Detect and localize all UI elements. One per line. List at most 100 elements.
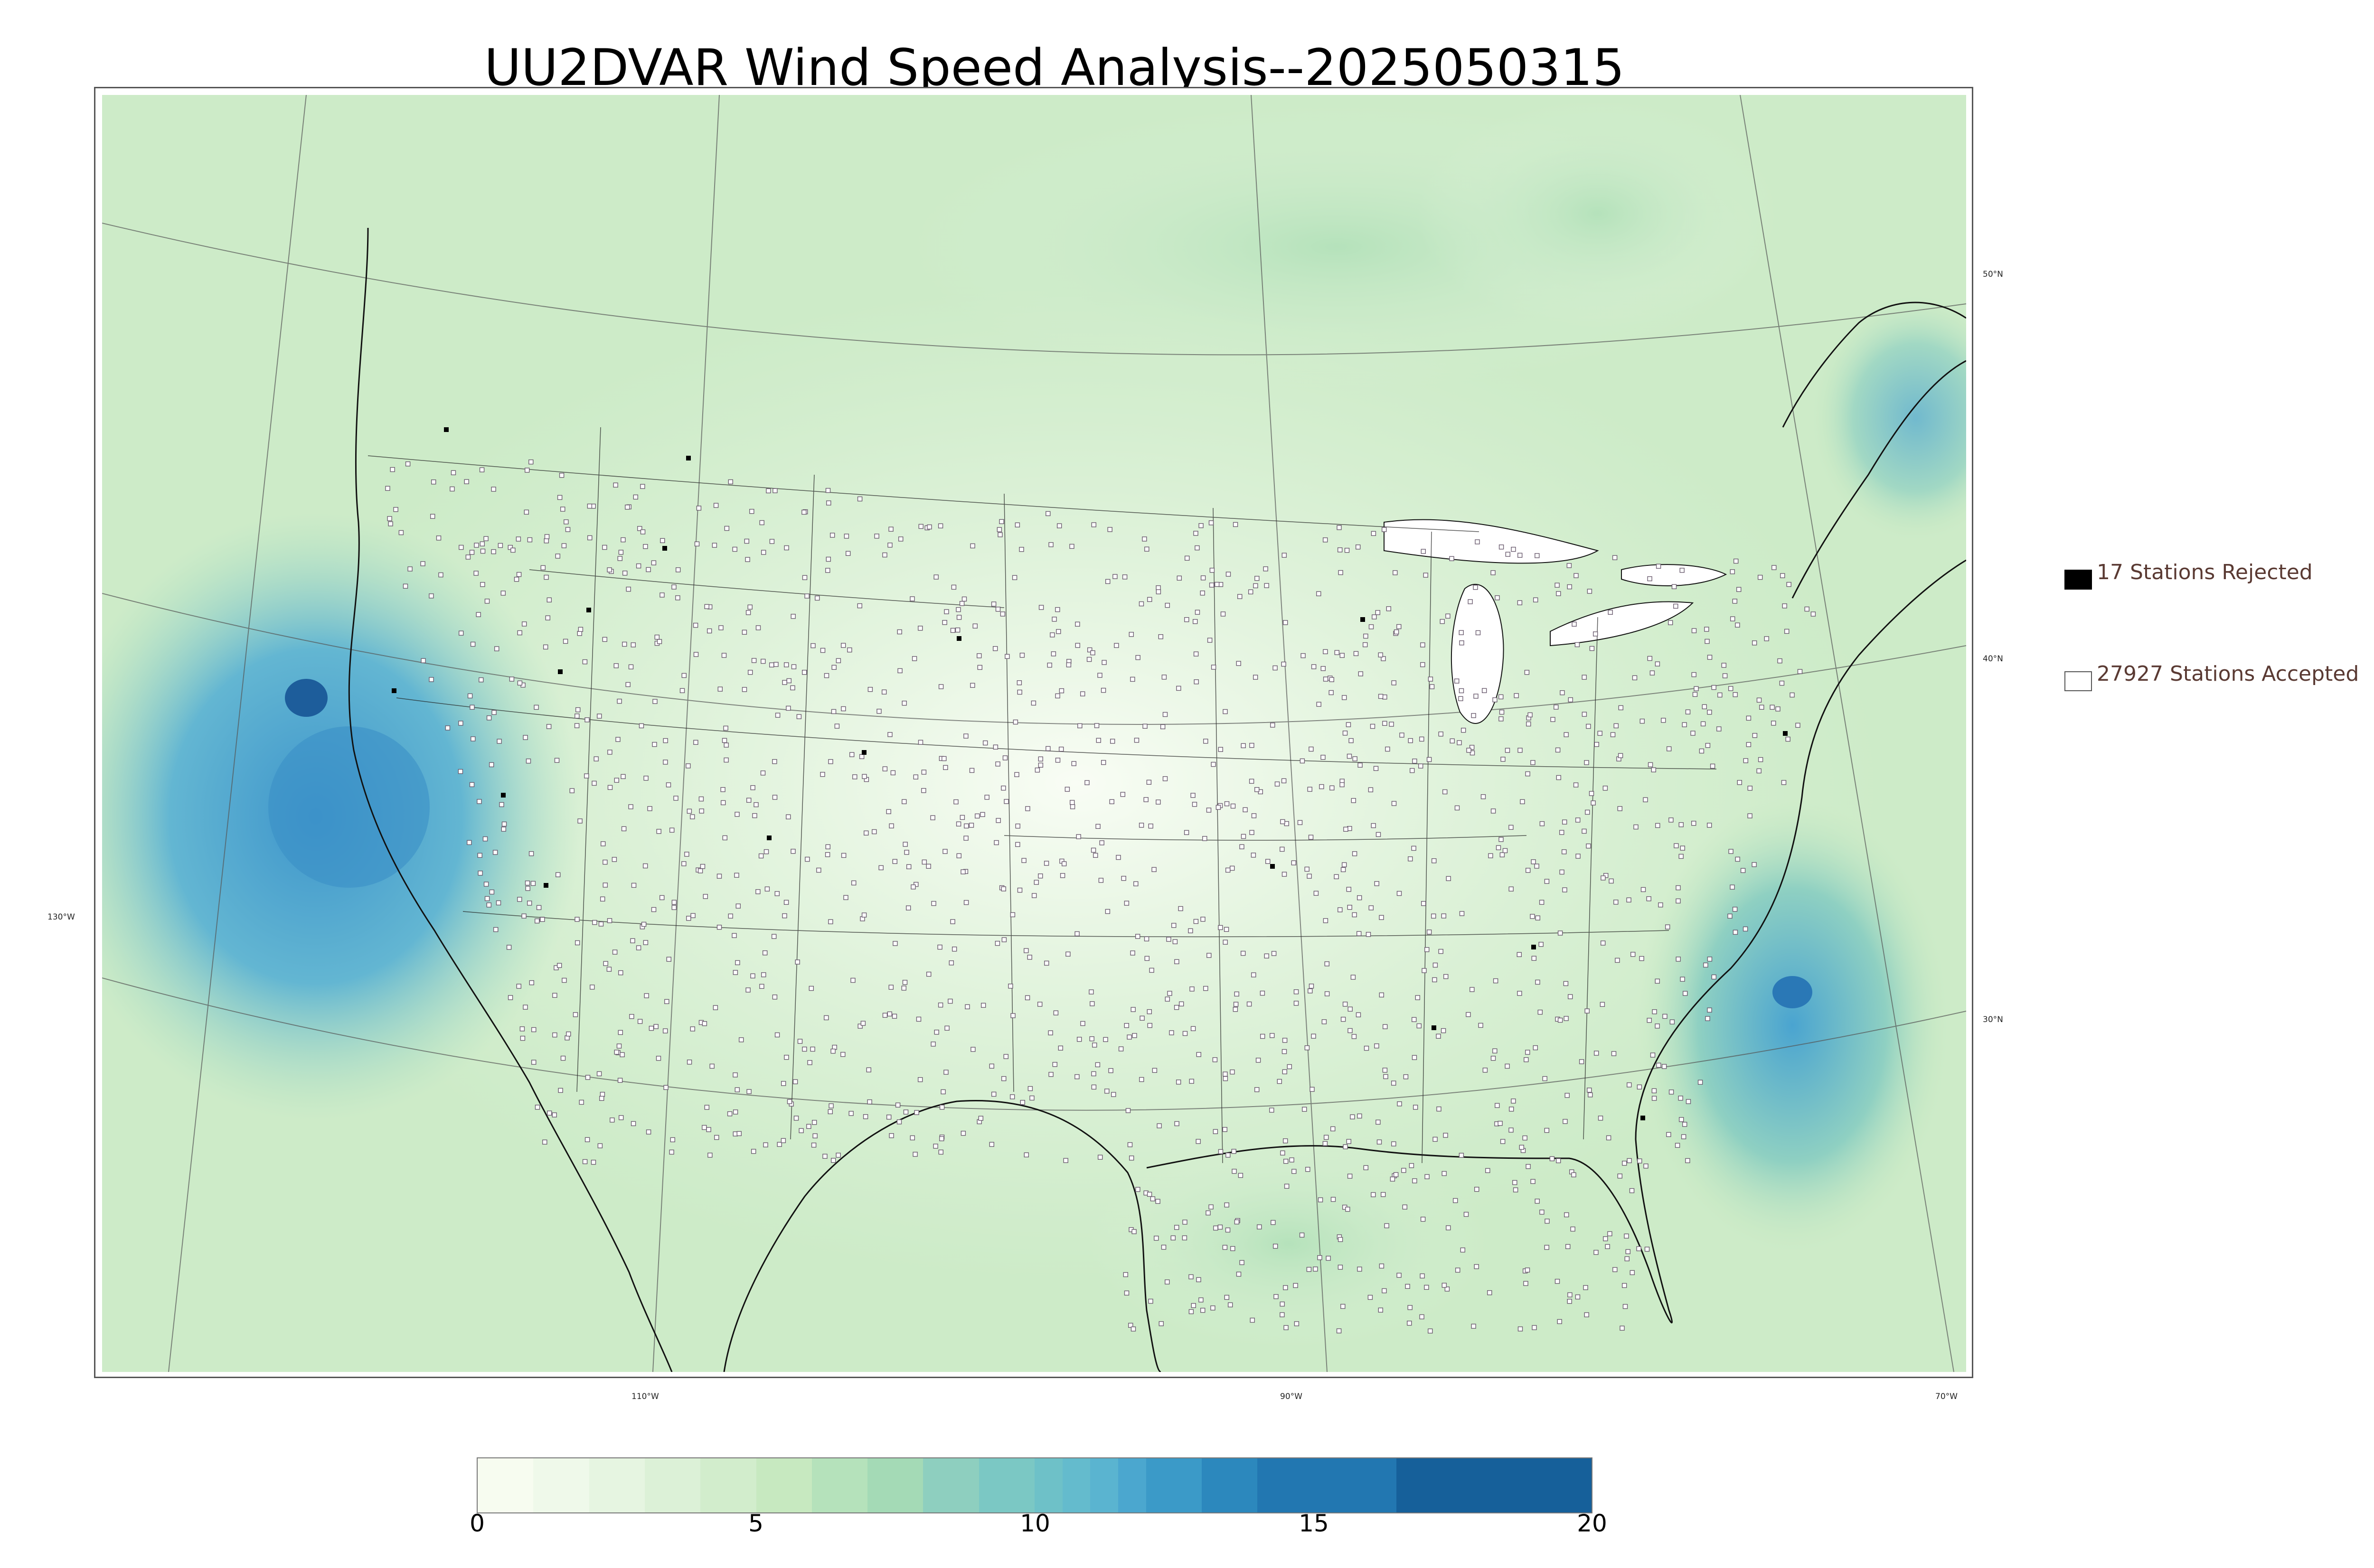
accepted-station-marker <box>1567 994 1573 999</box>
accepted-station-marker <box>1308 988 1313 994</box>
accepted-station-marker <box>1140 1015 1145 1021</box>
accepted-station-marker <box>1097 673 1102 678</box>
accepted-station-marker <box>1565 1244 1571 1249</box>
accepted-station-marker <box>961 869 966 874</box>
accepted-station-marker <box>640 529 646 535</box>
accepted-station-marker <box>1651 1088 1657 1094</box>
accepted-station-marker <box>921 770 927 775</box>
accepted-station-marker <box>1162 712 1168 717</box>
accepted-station-marker <box>1531 956 1537 961</box>
accepted-station-marker <box>1602 785 1608 791</box>
accepted-station-marker <box>712 543 717 548</box>
accepted-station-marker <box>745 557 750 562</box>
accepted-station-marker <box>1008 983 1013 989</box>
accepted-station-marker <box>735 960 740 966</box>
accepted-station-marker <box>528 851 534 856</box>
accepted-station-marker <box>641 921 647 927</box>
accepted-station-marker <box>1593 1051 1599 1056</box>
accepted-station-marker <box>569 788 575 793</box>
accepted-station-marker <box>405 461 411 467</box>
accepted-station-marker <box>1139 1077 1144 1082</box>
accepted-station-marker <box>1375 1119 1381 1125</box>
accepted-station-marker <box>479 677 484 683</box>
accepted-station-marker <box>671 905 677 910</box>
accepted-station-marker <box>781 1081 786 1086</box>
accepted-station-marker <box>980 812 985 817</box>
accepted-station-marker <box>1593 1249 1599 1255</box>
accepted-station-marker <box>519 1026 525 1032</box>
accepted-station-marker <box>1129 1155 1134 1161</box>
accepted-station-marker <box>732 546 737 552</box>
accepted-station-marker <box>1559 830 1564 835</box>
accepted-station-marker <box>1647 576 1652 582</box>
accepted-station-marker <box>508 995 513 1000</box>
accepted-station-marker <box>811 1120 817 1125</box>
accepted-station-marker <box>1661 1064 1667 1069</box>
accepted-station-marker <box>599 1096 604 1101</box>
accepted-station-marker <box>1063 1158 1068 1163</box>
accepted-station-marker <box>1046 511 1051 516</box>
accepted-station-marker <box>1375 832 1381 837</box>
accepted-station-marker <box>1050 632 1055 638</box>
accepted-station-marker <box>762 950 768 956</box>
accepted-station-marker <box>1323 1135 1329 1140</box>
accepted-station-marker <box>830 1048 836 1054</box>
accepted-station-marker <box>1316 702 1321 707</box>
accepted-station-marker <box>1225 572 1231 577</box>
accepted-station-marker <box>652 699 658 704</box>
accepted-station-marker <box>1678 1095 1683 1101</box>
accepted-station-marker <box>1198 523 1204 528</box>
accepted-station-marker <box>1069 544 1074 549</box>
accepted-station-marker <box>1810 611 1816 617</box>
accepted-station-marker <box>1341 695 1347 700</box>
accepted-station-marker <box>649 1025 654 1031</box>
colorbar-segment <box>1118 1458 1146 1512</box>
accepted-station-marker <box>1649 670 1655 676</box>
accepted-station-marker <box>892 859 898 864</box>
accepted-station-marker <box>1418 763 1423 769</box>
accepted-station-marker <box>1374 881 1379 886</box>
accepted-station-marker <box>1587 1088 1592 1093</box>
accepted-station-marker <box>913 1152 918 1157</box>
accepted-station-marker <box>1648 762 1653 768</box>
accepted-station-marker <box>1214 582 1220 587</box>
accepted-station-marker <box>1283 1325 1289 1330</box>
accepted-station-marker <box>1272 665 1278 671</box>
accepted-station-marker <box>1572 621 1577 627</box>
accepted-station-marker <box>786 678 792 684</box>
accepted-station-marker <box>1579 1059 1584 1064</box>
accepted-station-marker <box>1443 1133 1448 1138</box>
accepted-station-marker <box>897 668 903 674</box>
accepted-station-marker <box>628 804 633 809</box>
accepted-station-marker <box>1309 746 1314 752</box>
colorbar-segment <box>1257 1458 1397 1512</box>
accepted-station-marker <box>1091 847 1096 853</box>
accepted-station-marker <box>1673 603 1678 609</box>
accepted-station-marker <box>1676 885 1681 891</box>
accepted-station-marker <box>597 714 602 719</box>
accepted-station-marker <box>848 1111 854 1116</box>
accepted-station-marker <box>1264 583 1269 588</box>
accepted-station-marker <box>1368 624 1374 629</box>
lakes <box>1384 519 1727 724</box>
accepted-station-marker <box>944 1025 950 1031</box>
accepted-station-marker <box>469 550 475 555</box>
accepted-station-marker <box>1376 1139 1382 1145</box>
accepted-station-marker <box>1525 1050 1530 1055</box>
accepted-station-marker <box>1575 1294 1581 1300</box>
accepted-station-marker <box>1582 675 1587 680</box>
accepted-station-marker <box>1691 628 1697 633</box>
accepted-station-marker <box>631 883 637 888</box>
accepted-station-marker <box>1249 742 1254 748</box>
accepted-station-marker <box>914 1110 919 1115</box>
accepted-station-marker <box>1431 913 1436 919</box>
accepted-station-marker <box>1624 1256 1630 1261</box>
rejected-station-swatch <box>2064 570 2092 590</box>
rejected-station-marker <box>544 883 548 888</box>
accepted-stations-layer <box>385 459 1816 1334</box>
accepted-station-marker <box>1705 1016 1710 1021</box>
accepted-station-marker <box>1655 661 1660 667</box>
accepted-station-marker <box>1340 1016 1346 1022</box>
accepted-station-marker <box>629 1014 634 1019</box>
accepted-station-marker <box>970 1047 976 1052</box>
